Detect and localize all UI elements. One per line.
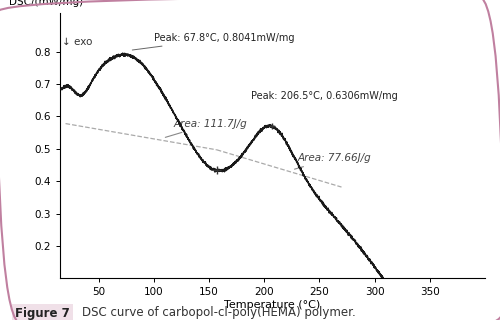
Text: DSC curve of carbopol-cl-poly(HEMA) polymer.: DSC curve of carbopol-cl-poly(HEMA) poly… xyxy=(82,306,356,319)
Text: ↓ exo: ↓ exo xyxy=(62,37,92,47)
Text: Area: 77.66J/g: Area: 77.66J/g xyxy=(294,153,371,169)
X-axis label: Temperature (°C): Temperature (°C) xyxy=(224,300,320,310)
Text: Area: 111.7J/g: Area: 111.7J/g xyxy=(166,119,248,137)
Text: Figure 7: Figure 7 xyxy=(15,308,70,320)
Y-axis label: DSC/(mW/mg): DSC/(mW/mg) xyxy=(9,0,83,7)
Text: Peak: 67.8°C, 0.8041mW/mg: Peak: 67.8°C, 0.8041mW/mg xyxy=(132,33,294,50)
Text: Peak: 206.5°C, 0.6306mW/mg: Peak: 206.5°C, 0.6306mW/mg xyxy=(251,91,398,100)
